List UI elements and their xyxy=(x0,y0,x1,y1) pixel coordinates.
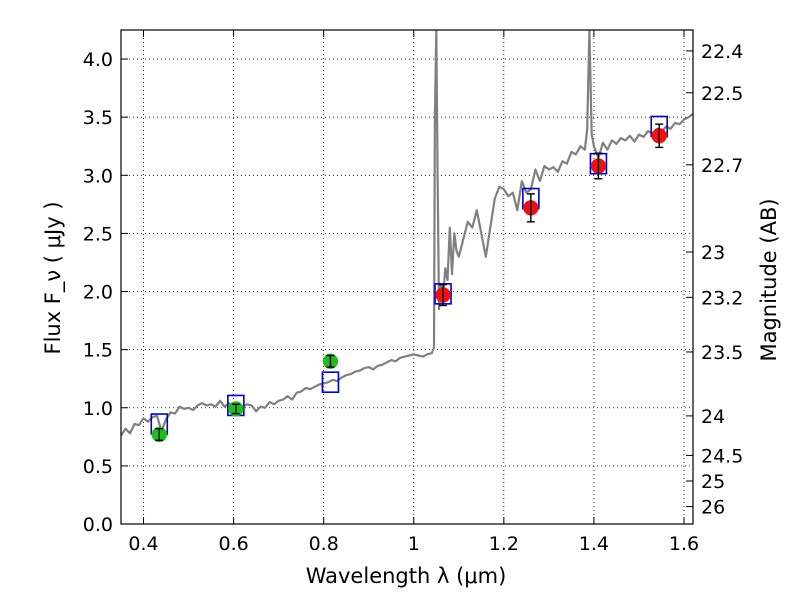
y-tick-label: 2.0 xyxy=(83,282,113,304)
x-tick-label: 0.6 xyxy=(218,533,248,555)
y-tick-label: 3.5 xyxy=(83,107,113,129)
right-tick-label: 24.5 xyxy=(701,445,743,467)
y-axis-label: Flux F_ν ( μJy ) xyxy=(41,201,66,354)
right-tick-label: 23.5 xyxy=(701,342,743,364)
axes-layer: 0.4 0.6 0.8 1 1.2 1.4 1.6 0.0 0.5 1.0 1.5 2.0 2.5 3.0… xyxy=(83,29,743,555)
grid-layer xyxy=(121,30,693,525)
x-tick-label: 1.6 xyxy=(669,533,699,555)
y-tick-label: 3.0 xyxy=(83,165,113,187)
data-layer xyxy=(121,30,693,443)
y-tick-label: 2.5 xyxy=(83,223,113,245)
y-tick-label: 1.5 xyxy=(83,340,113,362)
right-tick-label: 24 xyxy=(701,406,725,428)
plot-frame xyxy=(120,29,694,525)
y-tick-label: 0.0 xyxy=(83,514,113,536)
y-tick-label: 1.0 xyxy=(83,398,113,420)
x-tick-label: 1.2 xyxy=(489,533,519,555)
x-axis-label: Wavelength λ (μm) xyxy=(306,564,507,588)
right-tick-label: 22.4 xyxy=(701,41,743,63)
right-axis-label: Magnitude (AB) xyxy=(757,198,781,361)
right-tick-label: 25 xyxy=(701,471,725,493)
x-tick-label: 0.8 xyxy=(309,533,339,555)
plot-area xyxy=(121,30,693,443)
right-tick-label: 23 xyxy=(701,242,725,264)
y-tick-label: 4.0 xyxy=(83,49,113,71)
x-tick-label: 0.4 xyxy=(128,533,158,555)
right-tick-label: 22.7 xyxy=(701,155,743,177)
x-tick-label: 1.4 xyxy=(579,533,609,555)
right-tick-label: 23.2 xyxy=(701,287,743,309)
right-tick-label: 22.5 xyxy=(701,83,743,105)
y-tick-label: 0.5 xyxy=(83,456,113,478)
right-tick-label: 26 xyxy=(701,497,725,519)
model-band-square xyxy=(321,371,340,393)
spectrum-line xyxy=(121,30,693,437)
x-tick-label: 1 xyxy=(408,533,420,555)
